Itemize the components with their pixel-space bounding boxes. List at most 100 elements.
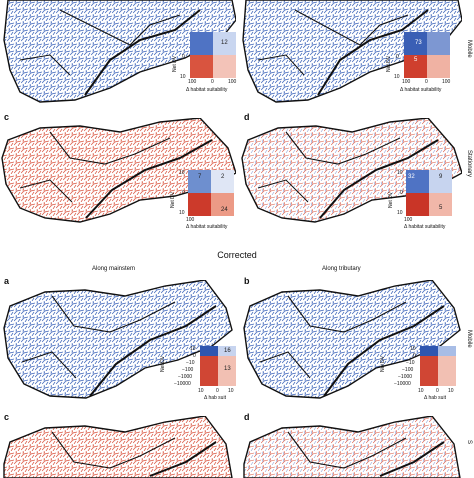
- panel-top-stationary-left: c 7 2 24 Net DV 10 0 10 100: [0, 112, 236, 224]
- inset-x-tick: 100: [228, 79, 237, 85]
- inset-y-label: Net DV: [160, 355, 166, 372]
- panel-bottom-stationary-right: d: [240, 412, 462, 478]
- panel-label: a: [4, 276, 10, 286]
- quadrant-upper-left: [200, 346, 218, 356]
- inset-y-tick: −1000: [398, 374, 413, 380]
- row-side-label: Mobile: [466, 330, 472, 348]
- quadrant-inset: 16 13: [200, 346, 236, 386]
- inset-x-tick: 0: [436, 388, 439, 394]
- inset-y-label: Net DV: [380, 355, 386, 372]
- row-side-label: Stationary: [466, 150, 472, 178]
- quadrant-upper-right: 73: [415, 32, 450, 55]
- quadrant-count: 13: [224, 366, 231, 372]
- inset-x-label: Δ habitat suitability: [186, 224, 228, 230]
- inset-y-tick: 10: [179, 170, 185, 176]
- quadrant-lower-left: [190, 55, 213, 78]
- column-header-tributary: Along tributary: [322, 266, 361, 272]
- quadrant-count: 5: [439, 205, 443, 211]
- quadrant-inset: [420, 346, 456, 386]
- quadrant-count: 12: [221, 40, 228, 46]
- quadrant-upper-left: [404, 32, 427, 55]
- panel-bottom-mobile-right: b Net DV 10 0 −10 −100 −1000 −10000 10 0…: [240, 276, 462, 408]
- inset-y-tick: 0: [413, 353, 416, 359]
- inset-x-tick: 10: [418, 388, 424, 394]
- inset-x-tick: 0: [211, 79, 214, 85]
- quadrant-upper-left: 7: [188, 170, 211, 193]
- inset-y-label: Net DV: [170, 191, 176, 208]
- inset-y-tick: 10: [397, 210, 403, 216]
- basin-map: [3, 280, 233, 399]
- quadrant-upper-left: 32: [406, 170, 429, 193]
- quadrant-inset: 32 9 5: [406, 170, 452, 216]
- quadrant-lower-left: 5: [404, 55, 427, 78]
- inset-x-tick: 100: [442, 79, 451, 85]
- quadrant-inset: 7 2 24: [188, 170, 234, 216]
- panel-label: d: [244, 412, 250, 422]
- quadrant-lower-right: [438, 356, 456, 386]
- quadrant-upper-left: [420, 346, 438, 356]
- section-title: Corrected: [217, 250, 257, 260]
- panel-label: c: [4, 412, 10, 422]
- inset-y-tick: 10: [179, 210, 185, 216]
- inset-x-tick: 0: [216, 388, 219, 394]
- quadrant-lower-right: [427, 55, 450, 78]
- quadrant-count: 24: [221, 207, 228, 213]
- quadrant-inset: 12: [190, 32, 236, 78]
- panel-bottom-stationary-left: c: [0, 412, 236, 478]
- inset-y-tick: 10: [397, 170, 403, 176]
- inset-x-tick: 10: [228, 388, 234, 394]
- column-header-mainstem: Along mainstem: [92, 266, 136, 272]
- inset-x-label: Δ habitat suitability: [186, 87, 228, 93]
- quadrant-upper-right: [438, 346, 456, 356]
- quadrant-lower-left: [188, 193, 211, 216]
- panel-label: b: [244, 276, 250, 286]
- inset-y-tick: −100: [182, 367, 194, 373]
- inset-y-tick: 0: [400, 190, 403, 196]
- basin-map: [3, 416, 233, 478]
- quadrant-lower-left: [420, 356, 438, 386]
- inset-x-label: Δ hab suit: [424, 395, 446, 401]
- panel-label: c: [4, 112, 10, 122]
- panel-top-mobile-left: 12 Net DV 100 0 100 0 10 Δ habitat suita…: [0, 0, 236, 105]
- inset-y-tick: 0: [193, 353, 196, 359]
- panel-label: d: [244, 112, 250, 122]
- quadrant-lower-right: 24: [211, 193, 234, 216]
- inset-y-tick: 0: [182, 54, 185, 60]
- quadrant-count: 5: [414, 57, 418, 63]
- inset-y-tick: 10: [394, 74, 400, 80]
- inset-y-tick: −10: [186, 360, 195, 366]
- quadrant-count: 7: [198, 174, 202, 180]
- basin-map: [241, 118, 462, 223]
- inset-y-tick: −10: [406, 360, 415, 366]
- inset-x-tick: 0: [425, 79, 428, 85]
- inset-y-label: Net DV: [386, 55, 392, 72]
- quadrant-lower-right: 13: [218, 356, 236, 386]
- quadrant-upper-right: 16: [218, 346, 236, 356]
- inset-y-tick: 10: [180, 74, 186, 80]
- row-side-label: S: [466, 440, 472, 445]
- panel-top-stationary-right: d 32 9 5 Net DV 10 0 10 100: [240, 112, 462, 224]
- inset-x-tick: 100: [188, 79, 197, 85]
- inset-y-tick: 10: [190, 346, 196, 352]
- inset-x-tick: 100: [402, 79, 411, 85]
- row-side-label: Mobile: [466, 40, 472, 58]
- inset-x-label: Δ habitat suitability: [400, 87, 442, 93]
- inset-y-tick: −100: [402, 367, 414, 373]
- inset-y-tick: 0: [396, 54, 399, 60]
- inset-y-label: Net DV: [172, 55, 178, 72]
- inset-y-label: Net DV: [388, 191, 394, 208]
- quadrant-inset: 73 5: [404, 32, 450, 78]
- inset-y-tick: −10000: [394, 381, 411, 387]
- inset-y-tick: −10000: [174, 381, 191, 387]
- quadrant-count: 32: [408, 174, 415, 180]
- inset-x-tick: 10: [198, 388, 204, 394]
- quadrant-lower-right: 5: [429, 193, 452, 216]
- quadrant-upper-right: 2: [211, 170, 234, 193]
- quadrant-count: 73: [415, 40, 422, 46]
- quadrant-count: 9: [439, 174, 443, 180]
- quadrant-upper-right: 12: [213, 32, 236, 55]
- basin-map: [243, 416, 461, 478]
- quadrant-lower-right: [213, 55, 236, 78]
- panel-top-mobile-right: 73 5 Net DV 100 0 100 0 10 Δ habitat sui…: [240, 0, 462, 105]
- inset-y-tick: 0: [182, 190, 185, 196]
